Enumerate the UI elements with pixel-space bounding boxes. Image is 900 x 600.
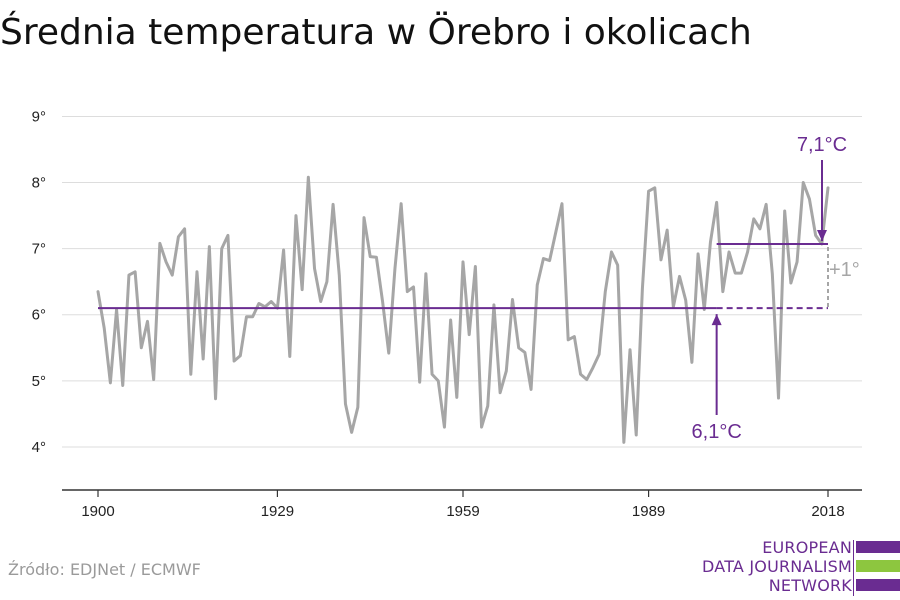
x-tick-label: 2018 [811,503,844,520]
reference-lines [98,160,829,415]
annotation-7-1: 7,1°C [797,134,847,156]
source-note: Źródło: EDJNet / ECMWF [8,560,201,579]
y-tick-labels: 4° 5° 6° 7° 8° 9° [32,108,46,456]
logo-line-1: EUROPEAN [762,538,852,557]
y-tick-label: 7° [32,241,46,258]
y-tick-label: 6° [32,307,46,324]
x-tick-label: 1929 [261,503,294,520]
y-tick-label: 8° [32,175,46,192]
arrow-top-head [817,230,827,242]
page-title: Średnia temperatura w Örebro i okolicach [0,12,752,53]
y-tick-label: 4° [32,439,46,456]
annotation-6-1: 6,1°C [692,421,742,443]
x-tick-label: 1989 [632,503,665,520]
x-tick-label: 1900 [81,503,114,520]
y-tick-label: 9° [32,108,46,125]
logo-bar-3 [856,579,900,591]
arrow-bottom-head [711,314,722,326]
edjnet-logo: EUROPEAN DATA JOURNALISM NETWORK [700,538,900,596]
logo-bar-2 [856,560,900,572]
series-line-temperature [96,175,830,444]
x-tick-labels: 1900 1929 1959 1989 2018 [81,503,844,520]
x-axis [62,489,862,497]
logo-line-2: DATA JOURNALISM [702,557,852,576]
annotations: 7,1°C 6,1°C +1° [692,134,860,443]
logo-bar-1 [856,541,900,553]
x-tick-label: 1959 [446,503,479,520]
annotation-delta: +1° [829,259,860,281]
logo-separator [853,540,854,596]
logo-line-3: NETWORK [768,576,852,595]
y-tick-label: 5° [32,373,46,390]
